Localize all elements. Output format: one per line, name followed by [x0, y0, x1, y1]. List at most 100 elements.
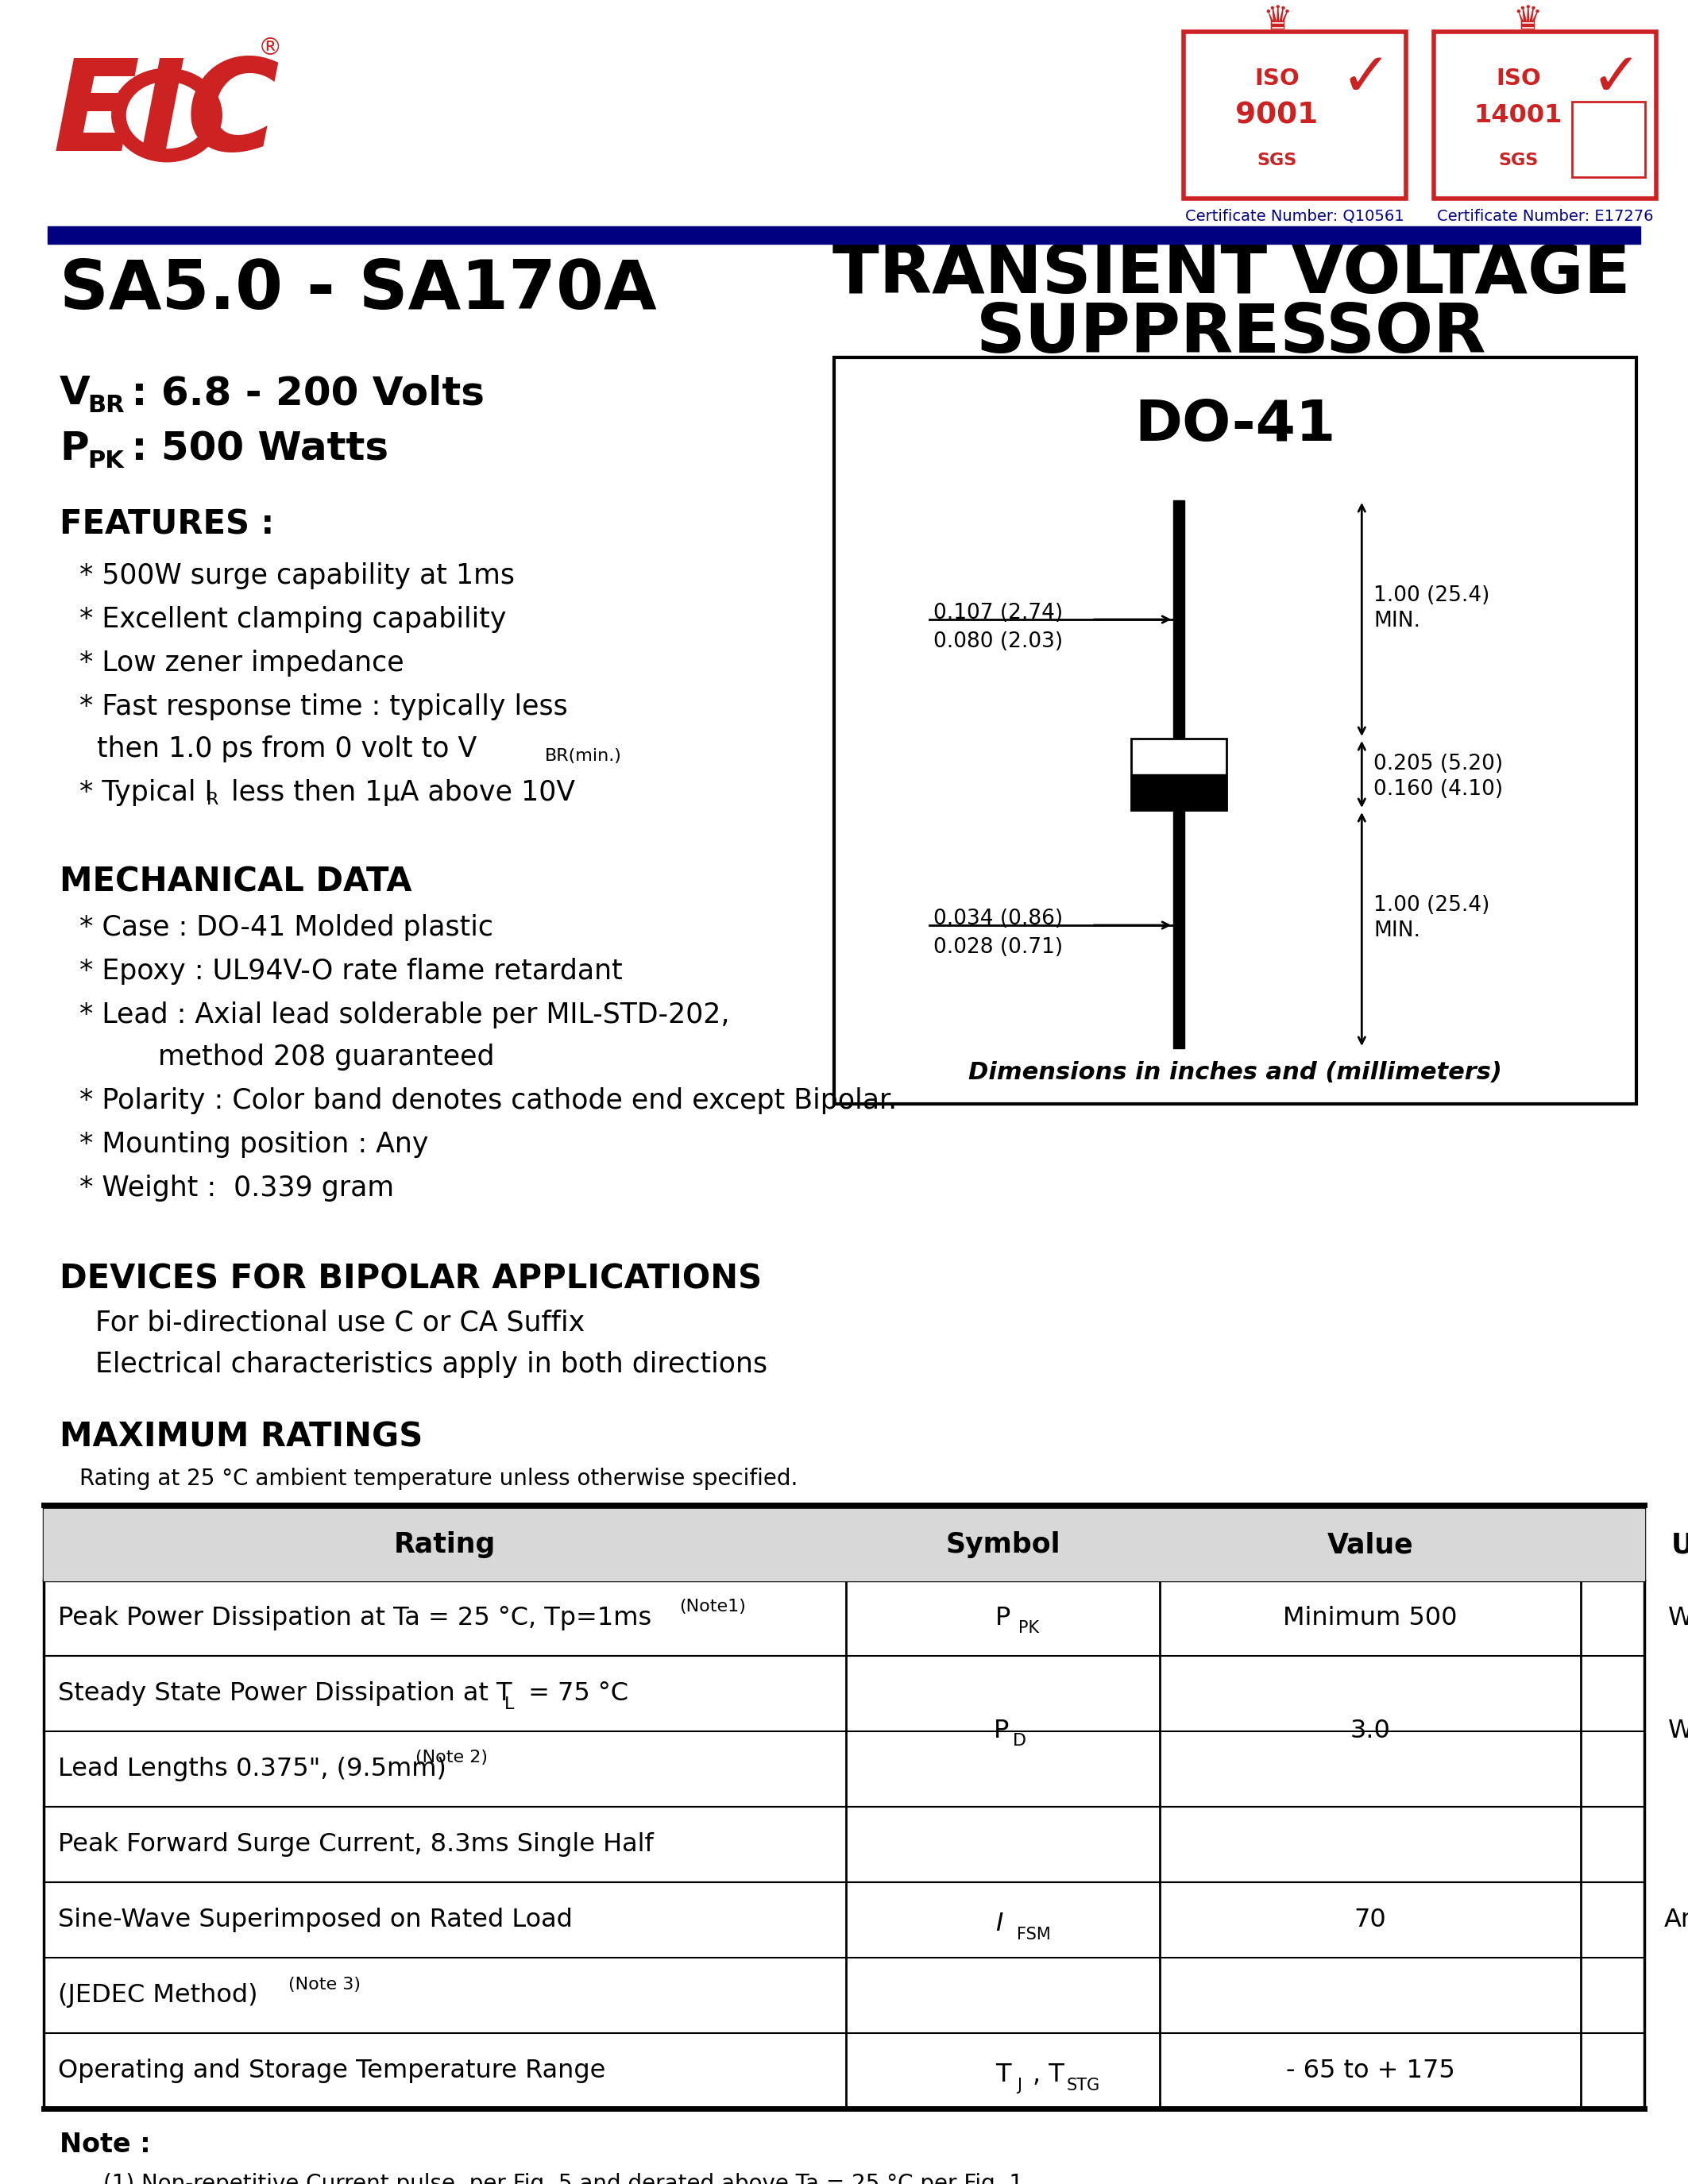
Text: Electrical characteristics apply in both directions: Electrical characteristics apply in both…	[95, 1352, 768, 1378]
Text: (Note 2): (Note 2)	[415, 1749, 488, 1767]
Text: * Low zener impedance: * Low zener impedance	[79, 649, 403, 677]
Text: SGS: SGS	[1258, 153, 1296, 168]
Text: 9001: 9001	[1236, 100, 1318, 129]
Bar	[834, 358, 1636, 1103]
Text: SGS: SGS	[1499, 153, 1538, 168]
Text: DEVICES FOR BIPOLAR APPLICATIONS: DEVICES FOR BIPOLAR APPLICATIONS	[59, 1262, 761, 1295]
Text: Watts: Watts	[1668, 1719, 1688, 1743]
Text: then 1.0 ps from 0 volt to V: then 1.0 ps from 0 volt to V	[79, 736, 476, 762]
Text: TRANSIENT VOLTAGE: TRANSIENT VOLTAGE	[832, 240, 1631, 308]
Text: = 75 °C: = 75 °C	[520, 1682, 628, 1706]
Text: Peak Power Dissipation at Ta = 25 °C, Tp=1ms: Peak Power Dissipation at Ta = 25 °C, Tp…	[57, 1605, 652, 1631]
Text: Amps.: Amps.	[1664, 1907, 1688, 1933]
Text: 0.160 (4.10): 0.160 (4.10)	[1374, 780, 1504, 799]
Text: P: P	[996, 1605, 1011, 1631]
Text: For bi-directional use C or CA Suffix: For bi-directional use C or CA Suffix	[95, 1308, 584, 1337]
Text: 0.205 (5.20): 0.205 (5.20)	[1374, 753, 1504, 773]
Text: ✓: ✓	[1590, 48, 1642, 107]
Text: * Mounting position : Any: * Mounting position : Any	[79, 1131, 429, 1158]
Text: UKAS: UKAS	[1592, 118, 1626, 129]
Bar	[1131, 738, 1227, 810]
Text: : 6.8 - 200 Volts: : 6.8 - 200 Volts	[118, 373, 484, 413]
Text: STG: STG	[1067, 2077, 1101, 2092]
Bar	[1572, 103, 1646, 177]
Text: 0.028 (0.71): 0.028 (0.71)	[933, 937, 1063, 959]
Text: BR(min.): BR(min.)	[545, 749, 621, 764]
Text: less then 1μA above 10V: less then 1μA above 10V	[223, 780, 576, 806]
Bar	[1131, 775, 1227, 810]
Text: DO-41: DO-41	[1134, 397, 1335, 452]
Bar	[1183, 33, 1406, 199]
Text: Steady State Power Dissipation at T: Steady State Power Dissipation at T	[57, 1682, 511, 1706]
Text: Dimensions in inches and (millimeters): Dimensions in inches and (millimeters)	[969, 1061, 1502, 1083]
Text: ♛: ♛	[1263, 2, 1291, 37]
Text: ♛: ♛	[1512, 2, 1543, 37]
Text: * Lead : Axial lead solderable per MIL-STD-202,: * Lead : Axial lead solderable per MIL-S…	[79, 1002, 729, 1029]
Text: SA5.0 - SA170A: SA5.0 - SA170A	[59, 258, 657, 323]
Bar	[1433, 33, 1656, 199]
Text: FEATURES :: FEATURES :	[59, 507, 273, 542]
Text: 1.00 (25.4): 1.00 (25.4)	[1374, 895, 1491, 915]
Text: 14001: 14001	[1474, 103, 1563, 127]
Text: Certificate Number: E17276: Certificate Number: E17276	[1436, 207, 1653, 223]
Text: (Note 3): (Note 3)	[289, 1977, 361, 1992]
Text: * Polarity : Color band denotes cathode end except Bipolar.: * Polarity : Color band denotes cathode …	[79, 1088, 896, 1114]
Text: L: L	[505, 1697, 515, 1712]
Text: SUPPRESSOR: SUPPRESSOR	[976, 301, 1487, 367]
Bar	[1173, 810, 1185, 1048]
Text: Lead Lengths 0.375", (9.5mm): Lead Lengths 0.375", (9.5mm)	[57, 1756, 446, 1782]
Text: BR: BR	[88, 393, 125, 417]
Text: * Typical I: * Typical I	[79, 780, 213, 806]
Text: P: P	[59, 430, 89, 467]
Text: - 65 to + 175: - 65 to + 175	[1286, 2060, 1455, 2084]
Text: method 208 guaranteed: method 208 guaranteed	[79, 1044, 495, 1070]
Text: EIC: EIC	[54, 55, 280, 177]
Text: 0.080 (2.03): 0.080 (2.03)	[933, 631, 1063, 653]
Text: ®: ®	[258, 37, 282, 59]
Text: 1.00 (25.4): 1.00 (25.4)	[1374, 585, 1491, 605]
Text: FSM: FSM	[1018, 1926, 1052, 1942]
Text: , T: , T	[1033, 2062, 1065, 2088]
Text: Minimum 500: Minimum 500	[1283, 1605, 1457, 1631]
Text: 0.107 (2.74): 0.107 (2.74)	[933, 603, 1063, 622]
Text: (Note1): (Note1)	[679, 1599, 746, 1614]
Text: J: J	[1018, 2077, 1021, 2092]
Text: ISO: ISO	[1496, 68, 1541, 90]
Text: * Fast response time : typically less: * Fast response time : typically less	[79, 692, 567, 721]
Text: Certificate Number: Q10561: Certificate Number: Q10561	[1185, 207, 1404, 223]
Text: I: I	[996, 1911, 1003, 1937]
Text: PK: PK	[1020, 1621, 1040, 1636]
Bar	[1173, 500, 1185, 738]
Text: ISO: ISO	[1254, 68, 1300, 90]
Text: Rating: Rating	[393, 1531, 496, 1557]
Text: Peak Forward Surge Current, 8.3ms Single Half: Peak Forward Surge Current, 8.3ms Single…	[57, 1832, 653, 1856]
Text: 0.034 (0.86): 0.034 (0.86)	[933, 909, 1063, 928]
Text: V: V	[59, 373, 91, 413]
Text: Operating and Storage Temperature Range: Operating and Storage Temperature Range	[57, 2060, 606, 2084]
Text: * 500W surge capability at 1ms: * 500W surge capability at 1ms	[79, 561, 515, 590]
Text: : 500 Watts: : 500 Watts	[118, 430, 388, 467]
Text: MIN.: MIN.	[1374, 919, 1421, 941]
Bar	[44, 1509, 1644, 1581]
Text: Symbol: Symbol	[945, 1531, 1060, 1557]
Text: Unit: Unit	[1671, 1531, 1688, 1557]
Text: P: P	[993, 1719, 1009, 1743]
Text: (1) Non-repetitive Current pulse, per Fig. 5 and derated above Ta = 25 °C per Fi: (1) Non-repetitive Current pulse, per Fi…	[103, 2173, 1023, 2184]
Text: MIN.: MIN.	[1374, 612, 1421, 631]
Text: MAXIMUM RATINGS: MAXIMUM RATINGS	[59, 1422, 422, 1455]
Text: Rating at 25 °C ambient temperature unless otherwise specified.: Rating at 25 °C ambient temperature unle…	[79, 1468, 798, 1489]
Text: Sine-Wave Superimposed on Rated Load: Sine-Wave Superimposed on Rated Load	[57, 1907, 572, 1933]
Text: * Epoxy : UL94V-O rate flame retardant: * Epoxy : UL94V-O rate flame retardant	[79, 959, 623, 985]
Text: MECHANICAL DATA: MECHANICAL DATA	[59, 865, 412, 898]
Text: T: T	[996, 2062, 1011, 2088]
Text: D: D	[1013, 1732, 1026, 1749]
Text: Value: Value	[1327, 1531, 1413, 1557]
Text: (JEDEC Method): (JEDEC Method)	[57, 1983, 258, 2007]
Text: PK: PK	[88, 450, 123, 472]
Text: * Excellent clamping capability: * Excellent clamping capability	[79, 605, 506, 633]
Text: 70: 70	[1354, 1907, 1386, 1933]
Text: Note :: Note :	[59, 2132, 150, 2158]
Text: 3.0: 3.0	[1350, 1719, 1391, 1743]
Text: * Case : DO-41 Molded plastic: * Case : DO-41 Molded plastic	[79, 915, 493, 941]
Bar	[47, 227, 1641, 245]
